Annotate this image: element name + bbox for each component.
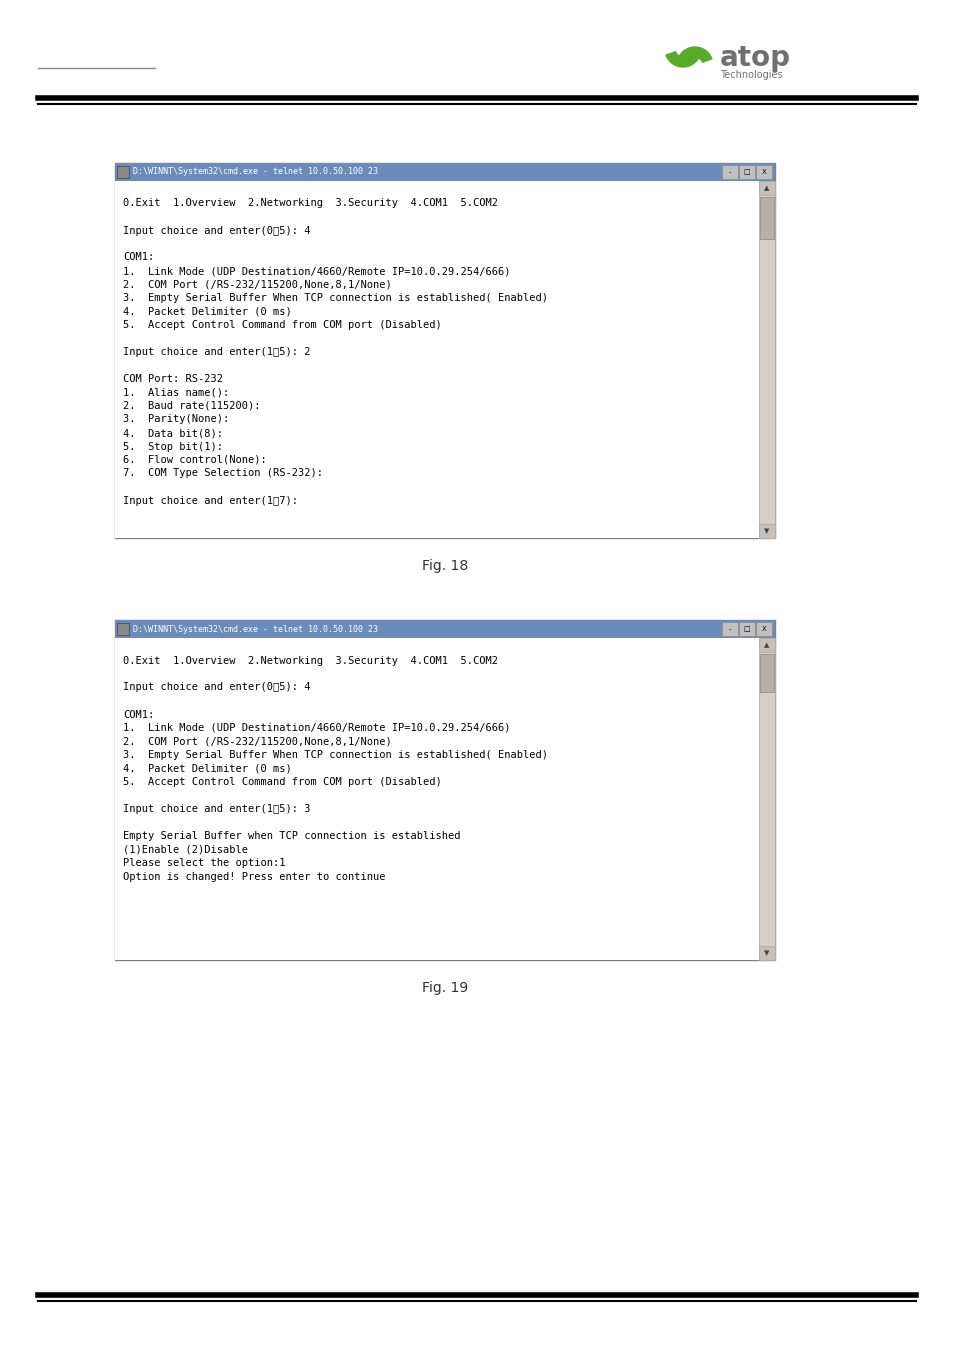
Text: X: X: [760, 169, 765, 176]
Text: atop: atop: [720, 45, 790, 72]
Text: 0.Exit  1.Overview  2.Networking  3.Security  4.COM1  5.COM2: 0.Exit 1.Overview 2.Networking 3.Securit…: [123, 199, 497, 208]
Bar: [115, 638, 759, 961]
Text: □: □: [743, 626, 749, 632]
Text: 1.  Link Mode (UDP Destination/4660/Remote IP=10.0.29.254/666): 1. Link Mode (UDP Destination/4660/Remot…: [123, 266, 510, 276]
Text: 2.  COM Port (/RS-232/115200,None,8,1/None): 2. COM Port (/RS-232/115200,None,8,1/Non…: [123, 280, 392, 289]
Text: Fig. 19: Fig. 19: [421, 981, 468, 994]
Bar: [115, 163, 774, 181]
Bar: [115, 620, 774, 961]
Bar: [115, 620, 774, 638]
Bar: [759, 638, 774, 653]
Bar: [759, 181, 774, 538]
Text: 5.  Accept Control Command from COM port (Disabled): 5. Accept Control Command from COM port …: [123, 320, 441, 330]
Text: 7.  COM Type Selection (RS-232):: 7. COM Type Selection (RS-232):: [123, 469, 323, 478]
Bar: [759, 638, 774, 961]
Text: Empty Serial Buffer when TCP connection is established: Empty Serial Buffer when TCP connection …: [123, 831, 460, 842]
Text: Input choice and enter(0˅5): 4: Input choice and enter(0˅5): 4: [123, 682, 310, 693]
Text: ▼: ▼: [763, 950, 769, 957]
Bar: [721, 165, 738, 178]
Text: -: -: [728, 626, 731, 632]
Bar: [117, 166, 129, 178]
Text: 0.Exit  1.Overview  2.Networking  3.Security  4.COM1  5.COM2: 0.Exit 1.Overview 2.Networking 3.Securit…: [123, 655, 497, 666]
Text: 1.  Link Mode (UDP Destination/4660/Remote IP=10.0.29.254/666): 1. Link Mode (UDP Destination/4660/Remot…: [123, 723, 510, 734]
Text: D:\WINNT\System32\cmd.exe - telnet 10.0.50.100 23: D:\WINNT\System32\cmd.exe - telnet 10.0.…: [132, 624, 377, 634]
Text: Fig. 18: Fig. 18: [421, 559, 468, 573]
Text: Please select the option:1: Please select the option:1: [123, 858, 285, 867]
Text: Input choice and enter(1˅7):: Input choice and enter(1˅7):: [123, 496, 297, 505]
Text: 4.  Data bit(8):: 4. Data bit(8):: [123, 428, 223, 438]
Bar: [759, 181, 774, 195]
Text: Input choice and enter(1˅5): 3: Input choice and enter(1˅5): 3: [123, 804, 310, 815]
Bar: [117, 623, 129, 635]
Bar: [760, 654, 773, 692]
Bar: [760, 197, 773, 239]
Text: Input choice and enter(0˅5): 4: Input choice and enter(0˅5): 4: [123, 226, 310, 235]
Text: D:\WINNT\System32\cmd.exe - telnet 10.0.50.100 23: D:\WINNT\System32\cmd.exe - telnet 10.0.…: [132, 168, 377, 177]
Text: COM1:: COM1:: [123, 709, 154, 720]
Text: X: X: [760, 626, 765, 632]
Text: 2.  COM Port (/RS-232/115200,None,8,1/None): 2. COM Port (/RS-232/115200,None,8,1/Non…: [123, 736, 392, 747]
Text: COM Port: RS-232: COM Port: RS-232: [123, 374, 223, 384]
Text: □: □: [743, 169, 749, 176]
Text: 4.  Packet Delimiter (0 ms): 4. Packet Delimiter (0 ms): [123, 763, 292, 774]
Text: 2.  Baud rate(115200):: 2. Baud rate(115200):: [123, 401, 260, 411]
Bar: [115, 163, 774, 538]
Bar: [755, 621, 771, 636]
Text: 3.  Empty Serial Buffer When TCP connection is established( Enabled): 3. Empty Serial Buffer When TCP connecti…: [123, 750, 547, 761]
Bar: [759, 524, 774, 538]
Text: ▼: ▼: [763, 528, 769, 534]
Text: -: -: [728, 169, 731, 176]
Text: 3.  Parity(None):: 3. Parity(None):: [123, 415, 229, 424]
Bar: [759, 946, 774, 961]
Bar: [755, 165, 771, 178]
Bar: [739, 621, 754, 636]
Bar: [721, 621, 738, 636]
Wedge shape: [677, 47, 711, 63]
Bar: [115, 181, 759, 538]
Text: ▲: ▲: [763, 185, 769, 190]
Wedge shape: [665, 50, 700, 68]
Bar: [739, 165, 754, 178]
Text: 1.  Alias name():: 1. Alias name():: [123, 388, 229, 397]
Text: (1)Enable (2)Disable: (1)Enable (2)Disable: [123, 844, 248, 854]
Text: 5.  Stop bit(1):: 5. Stop bit(1):: [123, 442, 223, 451]
Text: 4.  Packet Delimiter (0 ms): 4. Packet Delimiter (0 ms): [123, 307, 292, 316]
Text: 5.  Accept Control Command from COM port (Disabled): 5. Accept Control Command from COM port …: [123, 777, 441, 788]
Text: Technologies: Technologies: [720, 70, 781, 80]
Text: 6.  Flow control(None):: 6. Flow control(None):: [123, 455, 267, 465]
Text: COM1:: COM1:: [123, 253, 154, 262]
Text: Input choice and enter(1˅5): 2: Input choice and enter(1˅5): 2: [123, 347, 310, 357]
Text: 3.  Empty Serial Buffer When TCP connection is established( Enabled): 3. Empty Serial Buffer When TCP connecti…: [123, 293, 547, 303]
Text: Option is changed! Press enter to continue: Option is changed! Press enter to contin…: [123, 871, 385, 881]
Text: ▲: ▲: [763, 642, 769, 648]
